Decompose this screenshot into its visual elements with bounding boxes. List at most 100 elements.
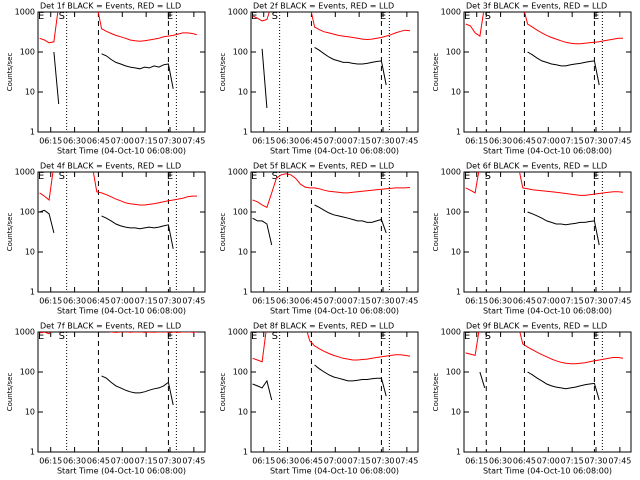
series-line bbox=[479, 371, 600, 401]
x-tick-label: 07:45 bbox=[182, 297, 205, 306]
y-axis-label: Counts/sec bbox=[219, 213, 227, 252]
chart-title: Det 7f BLACK = Events, RED = LLD bbox=[40, 322, 181, 331]
y-tick-label: 10 bbox=[238, 408, 248, 417]
y-axis-label: Counts/sec bbox=[432, 373, 440, 412]
plot-frame bbox=[463, 331, 632, 453]
chart-title: Det 6f BLACK = Events, RED = LLD bbox=[466, 162, 607, 171]
y-tick-label: 10 bbox=[238, 88, 248, 97]
y-tick-label: 1000 bbox=[228, 328, 248, 337]
annotation: E bbox=[167, 171, 173, 182]
x-tick-label: 07:15 bbox=[348, 297, 371, 306]
x-tick-label: 06:30 bbox=[63, 457, 86, 466]
y-tick-label: 1000 bbox=[15, 8, 35, 17]
y-tick-label: 1000 bbox=[228, 168, 248, 177]
x-tick-label: 07:15 bbox=[135, 297, 158, 306]
x-tick-label: 06:45 bbox=[87, 297, 110, 306]
x-axis-label: Start Time (04-Oct-10 06:08:00) bbox=[270, 307, 399, 316]
x-tick-label: 06:45 bbox=[300, 137, 323, 146]
x-axis-label: Start Time (04-Oct-10 06:08:00) bbox=[270, 147, 399, 156]
panel: Det 2f BLACK = Events, RED = LLD Start Ti… bbox=[219, 2, 419, 156]
y-tick-label: 100 bbox=[446, 48, 461, 57]
annotation: E bbox=[380, 331, 386, 342]
x-tick-label: 06:30 bbox=[489, 137, 512, 146]
x-tick-label: 07:30 bbox=[158, 137, 181, 146]
x-tick-label: 06:15 bbox=[465, 137, 488, 146]
x-tick-label: 07:00 bbox=[537, 457, 560, 466]
x-tick-label: 07:45 bbox=[182, 457, 205, 466]
x-tick-label: 06:45 bbox=[300, 457, 323, 466]
x-tick-label: 06:15 bbox=[252, 297, 275, 306]
y-tick-label: 100 bbox=[20, 368, 35, 377]
x-axis-label: Start Time (04-Oct-10 06:08:00) bbox=[270, 467, 399, 476]
annotation: S bbox=[59, 11, 65, 22]
annotation: S bbox=[272, 331, 278, 342]
x-axis-label: Start Time (04-Oct-10 06:08:00) bbox=[483, 147, 612, 156]
chart-title: Det 2f BLACK = Events, RED = LLD bbox=[253, 2, 394, 11]
plot-frame bbox=[37, 331, 206, 453]
x-tick-label: 07:45 bbox=[395, 457, 418, 466]
plot-frame bbox=[463, 171, 632, 293]
y-tick-label: 1000 bbox=[441, 8, 461, 17]
y-tick-label: 1 bbox=[243, 128, 248, 137]
y-tick-label: 1 bbox=[243, 288, 248, 297]
annotation: S bbox=[485, 11, 491, 22]
x-axis-label: Start Time (04-Oct-10 06:08:00) bbox=[57, 147, 186, 156]
y-tick-label: 1000 bbox=[228, 8, 248, 17]
x-tick-label: 07:45 bbox=[395, 137, 418, 146]
annotation: S bbox=[485, 331, 491, 342]
x-tick-label: 07:30 bbox=[584, 457, 607, 466]
x-tick-label: 07:30 bbox=[158, 457, 181, 466]
series-line bbox=[252, 173, 411, 209]
annotation: E bbox=[464, 171, 470, 182]
x-tick-label: 06:45 bbox=[513, 457, 536, 466]
plot-frame bbox=[37, 11, 206, 133]
x-tick-label: 07:15 bbox=[561, 137, 584, 146]
annotation: E bbox=[380, 171, 386, 182]
x-tick-label: 07:30 bbox=[371, 297, 394, 306]
x-tick-label: 06:30 bbox=[276, 137, 299, 146]
x-axis-label: Start Time (04-Oct-10 06:08:00) bbox=[57, 307, 186, 316]
panel: Det 4f BLACK = Events, RED = LLD Start Ti… bbox=[6, 162, 206, 316]
y-axis-label: Counts/sec bbox=[6, 373, 14, 412]
x-tick-label: 07:30 bbox=[158, 297, 181, 306]
x-tick-label: 07:45 bbox=[395, 297, 418, 306]
plot-frame bbox=[463, 11, 632, 133]
x-axis-label: Start Time (04-Oct-10 06:08:00) bbox=[483, 307, 612, 316]
annotation: E bbox=[251, 171, 257, 182]
x-tick-label: 06:15 bbox=[465, 297, 488, 306]
plot-frame bbox=[250, 171, 419, 293]
annotation: E bbox=[38, 11, 44, 22]
x-tick-label: 06:30 bbox=[63, 137, 86, 146]
annotation: E bbox=[593, 331, 599, 342]
x-tick-label: 07:30 bbox=[371, 137, 394, 146]
y-tick-label: 10 bbox=[451, 408, 461, 417]
series-line bbox=[252, 364, 387, 401]
y-tick-label: 1 bbox=[30, 128, 35, 137]
x-tick-label: 06:15 bbox=[39, 137, 62, 146]
x-tick-label: 06:45 bbox=[87, 457, 110, 466]
annotation: E bbox=[464, 331, 470, 342]
y-tick-label: 100 bbox=[233, 208, 248, 217]
series-line bbox=[39, 172, 197, 206]
chart-title: Det 4f BLACK = Events, RED = LLD bbox=[40, 162, 181, 171]
annotation: E bbox=[593, 171, 599, 182]
y-axis-label: Counts/sec bbox=[432, 213, 440, 252]
panel: Det 7f BLACK = Events, RED = LLD Start Ti… bbox=[6, 322, 206, 476]
chart-title: Det 8f BLACK = Events, RED = LLD bbox=[253, 322, 394, 331]
series-line bbox=[39, 332, 198, 335]
x-tick-label: 06:45 bbox=[87, 137, 110, 146]
y-axis-label: Counts/sec bbox=[432, 53, 440, 92]
y-tick-label: 100 bbox=[20, 208, 35, 217]
annotation: S bbox=[59, 331, 65, 342]
x-tick-label: 06:45 bbox=[513, 297, 536, 306]
x-tick-label: 06:30 bbox=[489, 457, 512, 466]
x-tick-label: 06:15 bbox=[252, 137, 275, 146]
x-tick-label: 07:30 bbox=[584, 297, 607, 306]
y-tick-label: 10 bbox=[238, 248, 248, 257]
x-tick-label: 07:45 bbox=[608, 457, 631, 466]
x-tick-label: 07:00 bbox=[111, 137, 134, 146]
series-line bbox=[101, 375, 174, 406]
y-tick-label: 10 bbox=[451, 88, 461, 97]
x-tick-label: 07:15 bbox=[348, 457, 371, 466]
